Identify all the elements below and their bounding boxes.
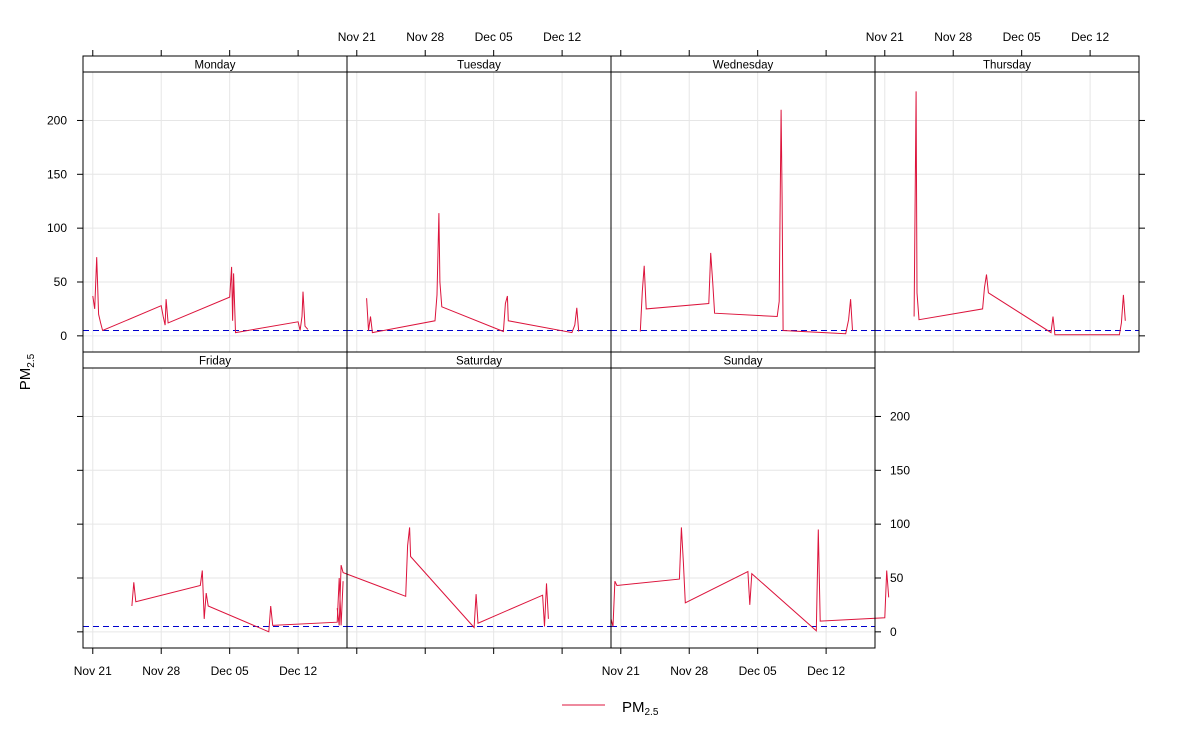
y-tick-label-left: 0: [60, 329, 67, 343]
panel-frame: [610, 367, 876, 649]
strip-label: Thursday: [983, 60, 1031, 72]
x-tick-label-bottom: Dec 05: [211, 664, 249, 678]
series-line-thursday: [913, 91, 1126, 336]
series-layer: [92, 91, 1126, 633]
y-tick-label-right: 200: [890, 409, 910, 423]
panel-grid-tuesday: [347, 72, 611, 352]
x-tick-label-top: Nov 28: [934, 30, 972, 44]
x-tick-label-bottom: Nov 21: [74, 664, 112, 678]
y-tick-label-left: 200: [47, 113, 67, 127]
legend-label-sub: 2.5: [645, 707, 659, 718]
y-axis-label: PM2.5: [17, 353, 37, 390]
panel-grid-friday: [83, 368, 347, 648]
y-tick-label-right: 100: [890, 517, 910, 531]
x-tick-label-bottom: Dec 12: [279, 664, 317, 678]
y-tick-label-right: 50: [890, 571, 904, 585]
panel-frame: [82, 71, 348, 353]
axes-layer: Nov 21 Nov 28 Dec 05 Dec 12 Nov 21 Nov 28 Dec …: [47, 30, 1145, 678]
panel-grid-saturday: [347, 368, 611, 648]
x-tick-label-bottom: Dec 12: [807, 664, 845, 678]
panel-frame: [82, 367, 348, 649]
y-axis-label-sub: 2.5: [26, 353, 37, 367]
x-tick-label-top: Dec 12: [543, 30, 581, 44]
x-tick-label-bottom: Nov 21: [602, 664, 640, 678]
panel-frame: [874, 71, 1140, 353]
panel-monday: Monday: [82, 55, 348, 353]
panel-frames-layer: Monday Tuesday Wednesday Thursday Friday Satu…: [82, 55, 1140, 649]
x-tick-label-bottom: Nov 28: [142, 664, 180, 678]
x-tick-label-top: Nov 21: [338, 30, 376, 44]
panel-frame: [346, 71, 612, 353]
legend-label: PM2.5: [622, 699, 659, 718]
strip-label: Monday: [195, 60, 236, 72]
x-tick-label-bottom: Dec 05: [739, 664, 777, 678]
panel-sunday: Sunday: [610, 351, 876, 649]
y-tick-label-left: 50: [54, 275, 68, 289]
panel-tuesday: Tuesday: [346, 55, 612, 353]
series-line-tuesday: [366, 213, 580, 334]
strip-label: Sunday: [723, 356, 762, 368]
grid-layer: [83, 72, 1139, 648]
y-tick-label-left: 150: [47, 167, 67, 181]
series-line-wednesday: [639, 109, 853, 335]
strip-label: Tuesday: [457, 60, 501, 72]
x-tick-label-bottom: Nov 28: [670, 664, 708, 678]
series-line-friday: [131, 570, 344, 633]
panel-frame: [346, 367, 612, 649]
y-tick-label-right: 150: [890, 463, 910, 477]
panel-grid-monday: [83, 72, 347, 352]
strip-label: Friday: [199, 356, 231, 368]
x-tick-label-top: Dec 05: [1003, 30, 1041, 44]
panel-saturday: Saturday: [346, 351, 612, 649]
panel-thursday: Thursday: [874, 55, 1140, 353]
panel-frame: [610, 71, 876, 353]
x-tick-label-top: Nov 28: [406, 30, 444, 44]
strip-label: Wednesday: [713, 60, 774, 72]
x-tick-label-top: Dec 12: [1071, 30, 1109, 44]
series-line-sunday: [610, 527, 890, 632]
panel-friday: Friday: [82, 351, 348, 649]
y-tick-label-left: 100: [47, 221, 67, 235]
panel-wednesday: Wednesday: [610, 55, 876, 353]
y-axis-label-main: PM: [17, 368, 34, 391]
y-tick-label-right: 0: [890, 625, 897, 639]
panel-grid-wednesday: [611, 72, 875, 352]
x-tick-label-top: Dec 05: [475, 30, 513, 44]
panel-grid-thursday: [875, 72, 1139, 352]
strip-label: Saturday: [456, 356, 502, 368]
x-tick-label-top: Nov 21: [866, 30, 904, 44]
series-line-saturday: [336, 527, 549, 629]
legend-label-main: PM: [622, 699, 645, 716]
series-line-monday: [92, 257, 309, 334]
panel-grid-sunday: [611, 368, 875, 648]
legend: PM2.5: [562, 699, 659, 718]
reference-line-layer: [83, 329, 1139, 627]
